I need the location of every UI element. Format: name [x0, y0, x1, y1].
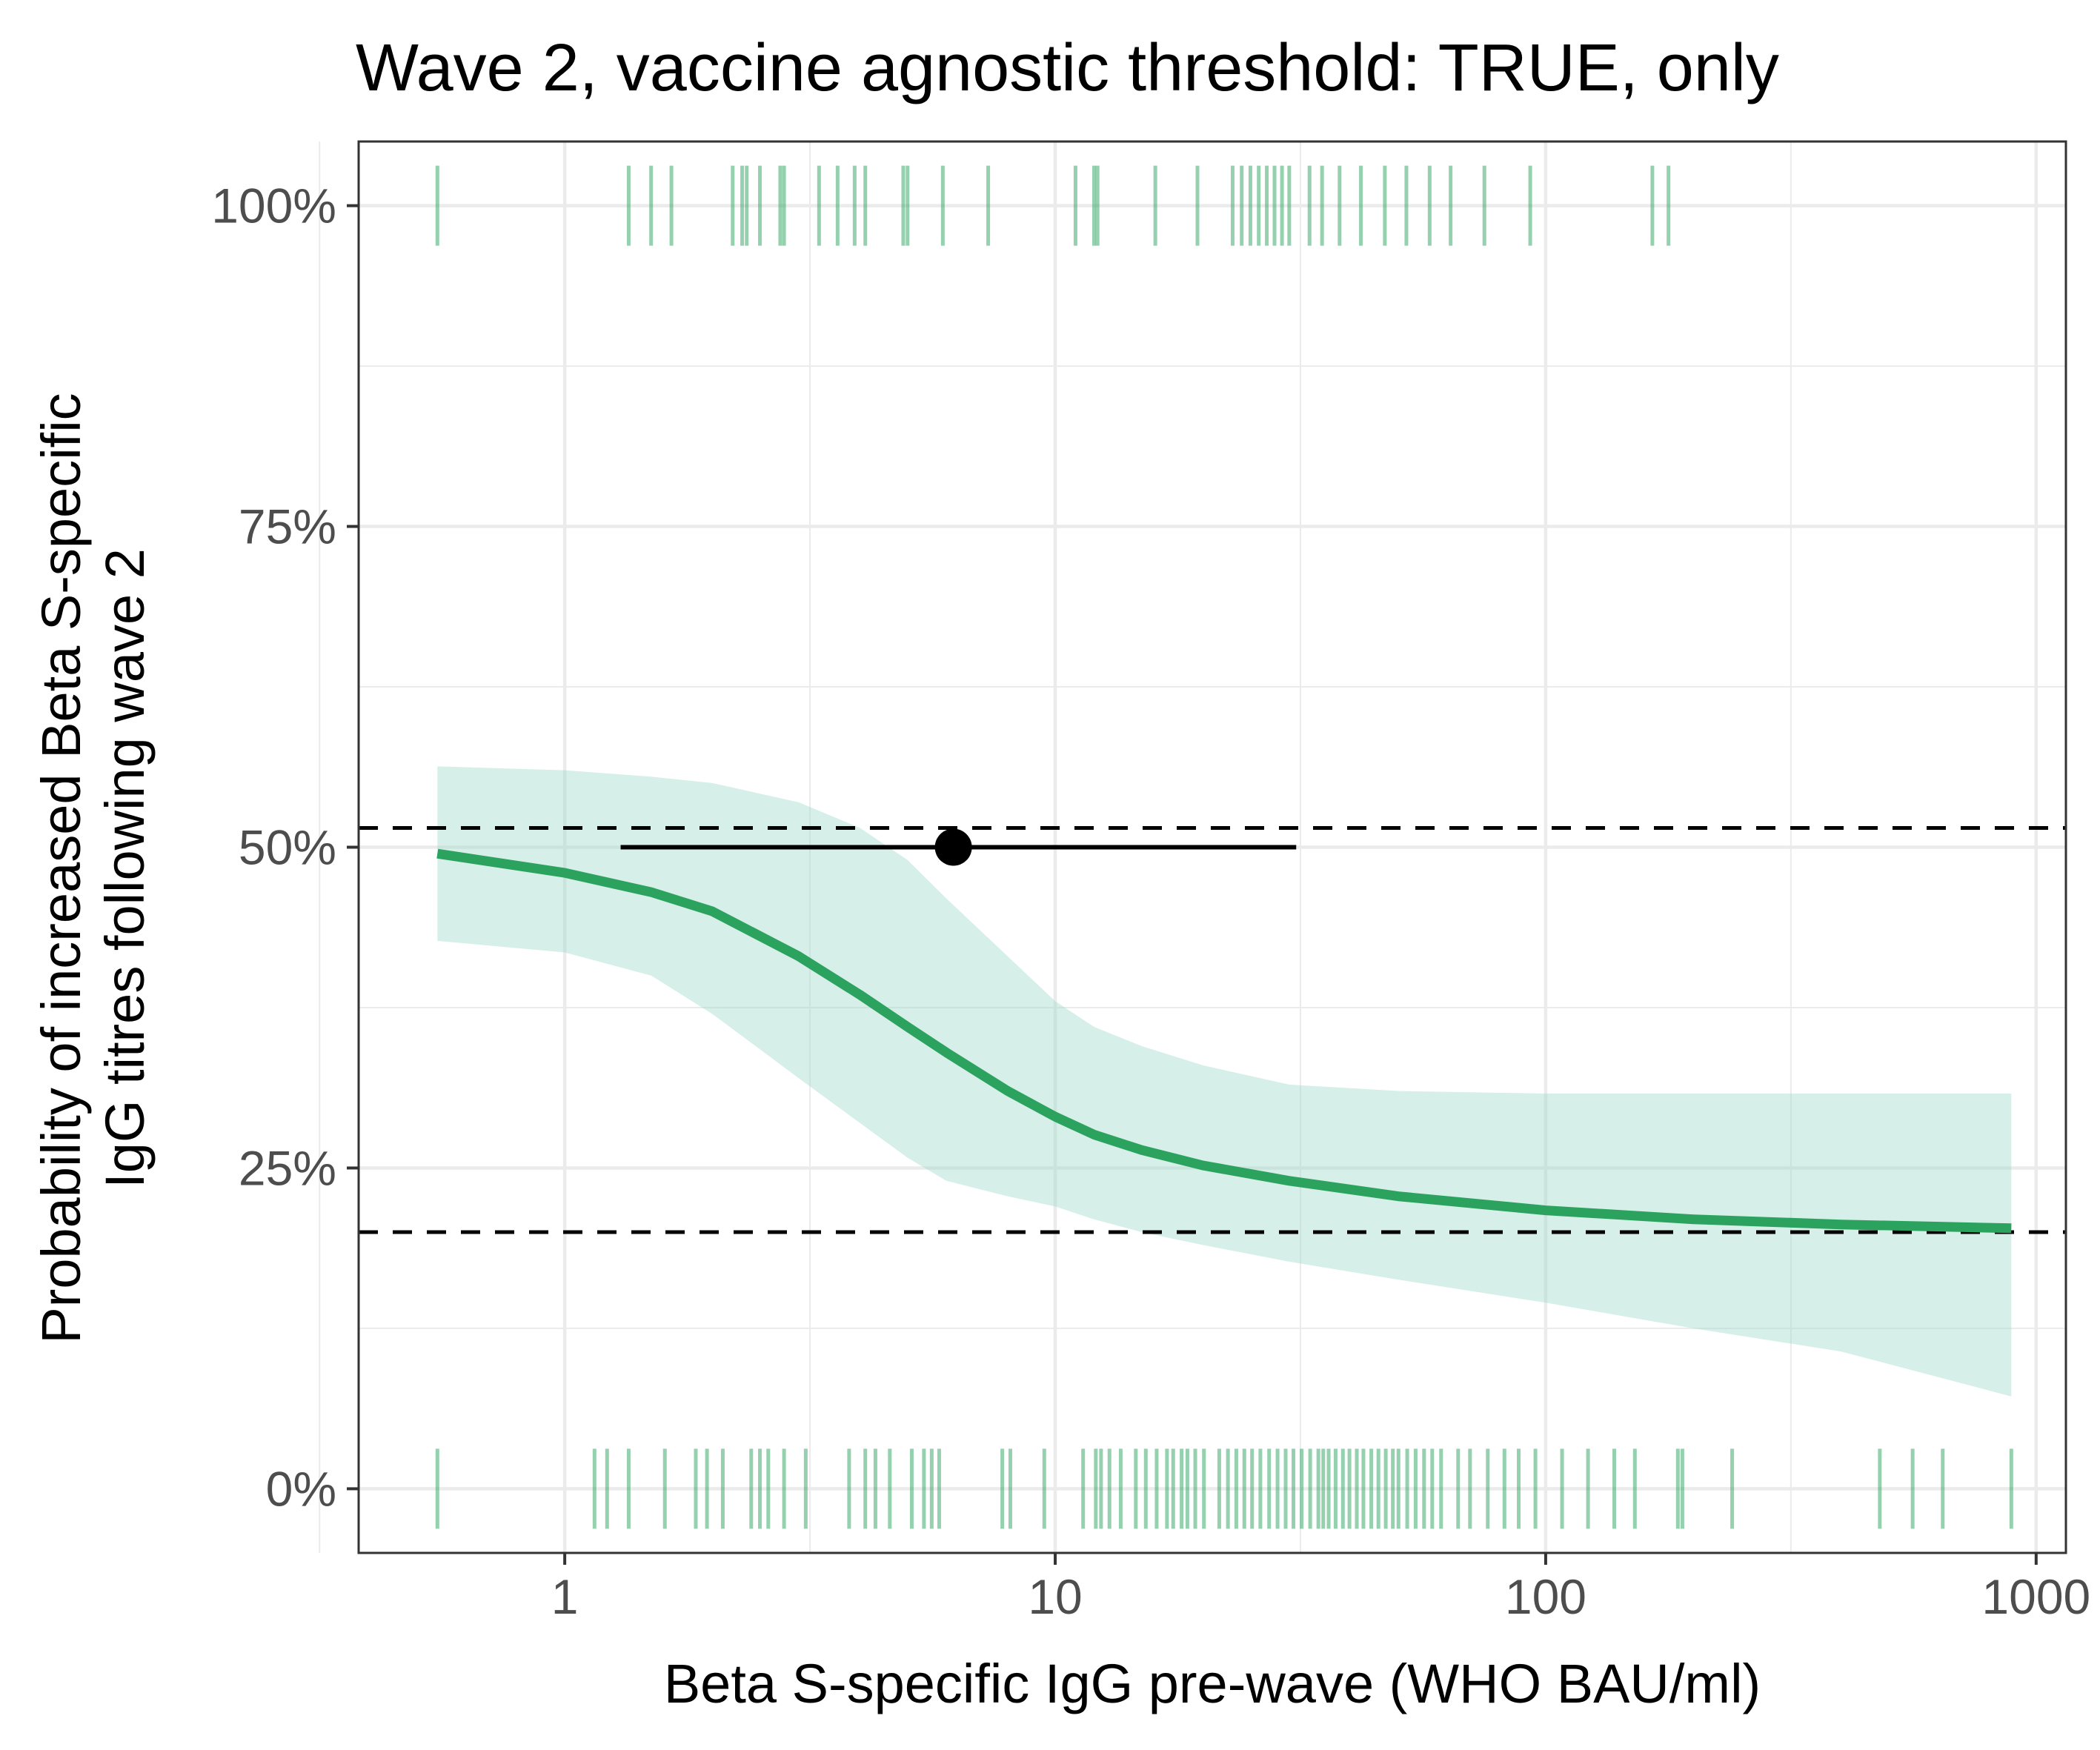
x-axis-label: Beta S-specific IgG pre-wave (WHO BAU/ml… — [664, 1653, 1761, 1714]
confidence-ribbon — [437, 766, 2012, 1397]
y-tick-label: 0% — [266, 1461, 336, 1516]
x-tick-label: 1000 — [1981, 1569, 2090, 1624]
point-estimate — [934, 828, 972, 866]
fitted-curve — [436, 848, 2012, 1234]
y-axis-label-line-1: Probability of increased Beta S-specific — [30, 393, 92, 1343]
chart-title: Wave 2, vaccine agnostic threshold: TRUE… — [356, 31, 1779, 105]
y-tick-label: 100% — [211, 179, 336, 233]
y-tick-label: 75% — [239, 499, 336, 554]
x-tick-label: 100 — [1505, 1569, 1586, 1624]
plot-panel: 0% 25% 50% 75% 100% 1 10 100 1000 — [211, 140, 2090, 1624]
y-tick-label: 50% — [239, 820, 336, 875]
y-axis-label: Probability of increased Beta S-specific… — [30, 393, 156, 1343]
y-axis-label-line-2: IgG titres following wave 2 — [94, 548, 156, 1188]
y-tick-label: 25% — [239, 1140, 336, 1195]
x-tick-label: 1 — [551, 1569, 579, 1624]
x-tick-label: 10 — [1028, 1569, 1082, 1624]
